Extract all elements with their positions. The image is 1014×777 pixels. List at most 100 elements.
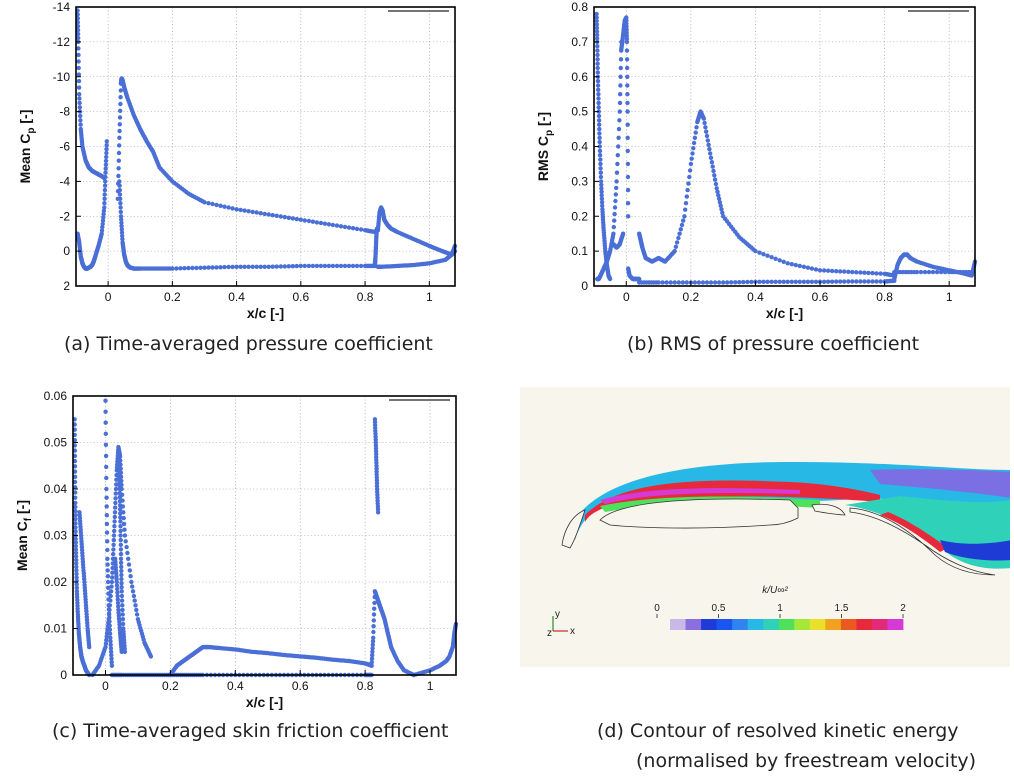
data-point (854, 279, 859, 284)
data-point (625, 161, 631, 167)
data-point (119, 598, 125, 603)
data-point (346, 225, 352, 230)
data-point (101, 215, 106, 220)
data-point (334, 263, 340, 269)
data-point (598, 179, 604, 184)
data-point (322, 221, 328, 226)
data-point (926, 269, 932, 275)
data-point (612, 211, 617, 217)
data-point (938, 269, 944, 275)
data-point (129, 579, 134, 585)
data-point (372, 606, 377, 611)
x-tick-label: 0.4 (747, 290, 764, 304)
data-point (596, 92, 601, 97)
data-point (114, 579, 120, 585)
data-point (234, 264, 239, 269)
data-point (797, 279, 802, 284)
data-point (616, 126, 622, 132)
data-point (801, 264, 807, 269)
triad-z-label: z (547, 628, 552, 639)
data-point (842, 279, 847, 284)
data-point (105, 579, 111, 585)
data-point (262, 264, 267, 269)
data-point (595, 78, 601, 84)
data-point (105, 568, 110, 573)
data-point (749, 279, 754, 285)
data-point (673, 244, 679, 249)
data-point (595, 48, 600, 53)
data-point (704, 280, 710, 285)
data-point (115, 593, 120, 599)
data-point (122, 649, 128, 654)
data-point (854, 270, 859, 275)
data-point (595, 83, 601, 88)
data-point (123, 539, 128, 544)
y-tick-label: 0.06 (44, 389, 68, 403)
data-point (720, 210, 725, 215)
data-point (838, 279, 843, 284)
data-point (625, 65, 630, 71)
data-point (113, 496, 118, 501)
data-point (118, 542, 124, 547)
data-point (222, 264, 227, 270)
panel-c-mean-cf: 0 0.2 0.4 0.6 0.8 1 0 0.01 0.02 0.03 0.04 0.05 0.06 x… (14, 389, 459, 710)
y-axis-label: Mean Cp [-] (17, 110, 37, 184)
data-point (118, 560, 124, 565)
axis-triad: y z x (547, 609, 575, 639)
data-point (110, 575, 115, 580)
data-point (76, 35, 81, 41)
data-point (599, 189, 604, 194)
data-point (118, 196, 123, 201)
data-point (73, 525, 78, 530)
data-point (206, 201, 211, 206)
data-point (711, 168, 716, 174)
data-point (866, 279, 871, 284)
data-point (286, 264, 291, 269)
x-tick-label: 1 (946, 290, 953, 304)
data-point (354, 226, 360, 232)
data-point (624, 39, 630, 45)
data-point (73, 536, 78, 542)
data-point (625, 100, 630, 106)
x-tick-label: 0.8 (357, 679, 374, 693)
data-point (104, 521, 110, 527)
data-point (813, 279, 819, 284)
data-point (74, 561, 79, 566)
data-point (102, 205, 107, 210)
data-point (107, 623, 112, 628)
data-point (684, 194, 689, 199)
caption-a: (a) Time-averaged pressure coefficient (64, 333, 433, 355)
x-tick-label: 0.8 (357, 290, 374, 304)
data-point (102, 201, 107, 206)
data-point (616, 144, 621, 149)
data-point (113, 505, 118, 510)
panel-d-contour: 0 0.5 1 1.5 2 k/U∞² y z x (520, 387, 1010, 667)
data-point (121, 521, 127, 527)
data-point (346, 263, 352, 269)
data-point (112, 524, 117, 529)
data-point (76, 85, 82, 90)
data-point (117, 507, 123, 512)
data-point (103, 641, 109, 646)
airfoil-flap-lower (849, 507, 996, 576)
data-point (73, 543, 79, 549)
data-point (125, 550, 130, 556)
plot-frame (75, 6, 456, 287)
data-point (701, 116, 706, 121)
data-point (226, 264, 231, 270)
data-point (626, 214, 631, 219)
data-point (370, 649, 375, 654)
data-point (757, 279, 762, 284)
data-point (134, 612, 140, 617)
y-tick-label: 0 (60, 668, 67, 682)
data-point (700, 280, 706, 285)
data-point (817, 268, 823, 273)
data-point (214, 202, 219, 208)
data-point (594, 25, 600, 31)
data-point (109, 584, 114, 589)
data-point (117, 115, 123, 120)
data-point (712, 280, 718, 285)
data-point (302, 218, 307, 223)
data-point (371, 618, 376, 623)
data-point (218, 265, 223, 270)
